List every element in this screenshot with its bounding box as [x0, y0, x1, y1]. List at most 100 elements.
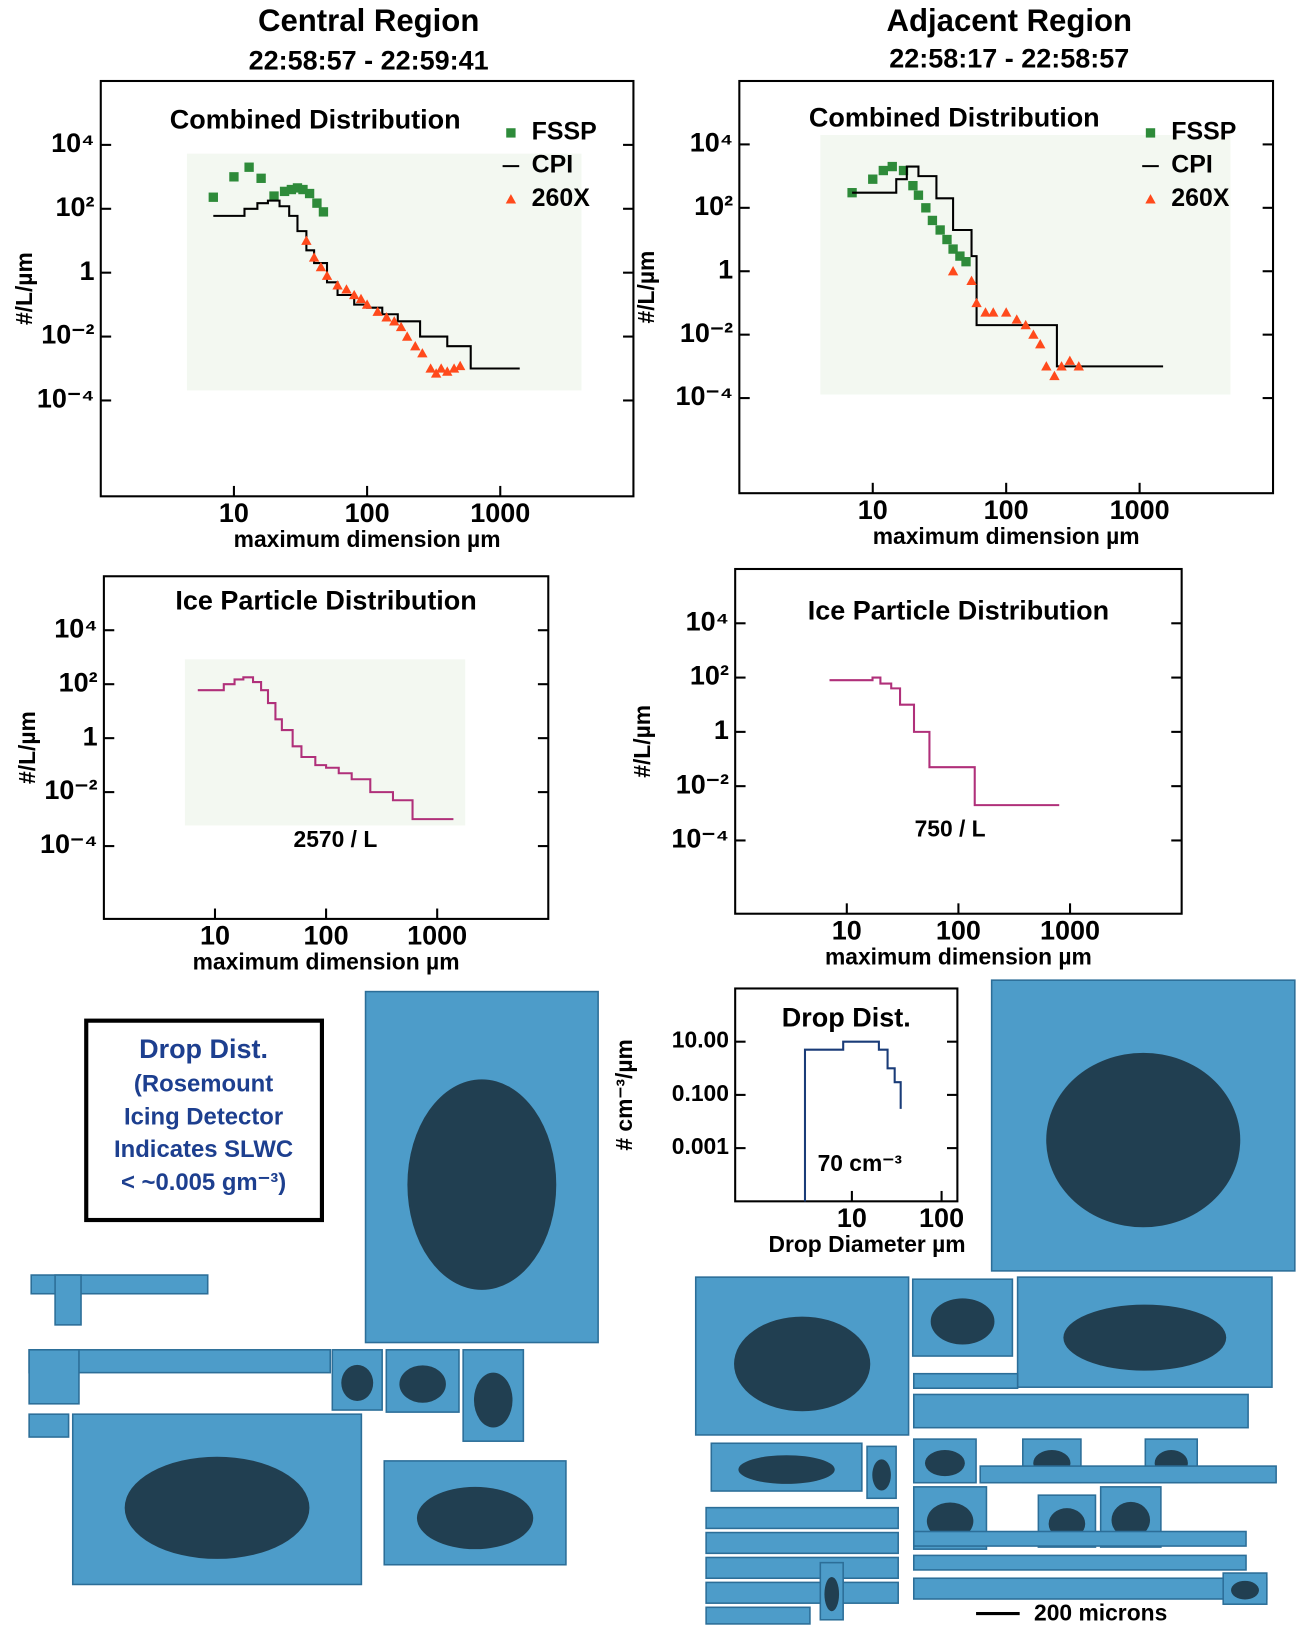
- particle: [924, 1450, 965, 1477]
- marker: [298, 184, 308, 195]
- y-axis-label: #/L/µm: [11, 252, 37, 325]
- plot-shade: [186, 153, 582, 391]
- legend-swatch: [505, 194, 517, 204]
- particle: [930, 1298, 995, 1345]
- particle: [416, 1486, 534, 1550]
- marker: [332, 280, 343, 290]
- note-line: (Rosemount: [134, 1070, 273, 1097]
- marker: [1073, 361, 1084, 371]
- particle: [124, 1456, 310, 1559]
- marker: [208, 192, 218, 202]
- y-axis-label: # cm⁻³/µm: [611, 1039, 637, 1150]
- marker: [948, 244, 958, 254]
- y-tick-label: 1: [83, 721, 98, 751]
- marker: [430, 368, 442, 378]
- marker: [355, 293, 367, 304]
- y-tick-label: 0.100: [672, 1080, 729, 1106]
- x-tick-label: 100: [304, 921, 349, 951]
- marker: [1056, 361, 1067, 371]
- note-line: < ~0.005 gm⁻³): [121, 1169, 286, 1196]
- y-tick-label: 10⁻²: [680, 318, 733, 348]
- marker: [304, 188, 315, 199]
- particle-image: [54, 1274, 82, 1326]
- marker: [868, 174, 878, 184]
- marker: [395, 321, 407, 332]
- marker: [454, 360, 466, 371]
- particle: [1063, 1304, 1227, 1371]
- legend-label: 260X: [1171, 184, 1230, 212]
- y-tick-label: 10⁴: [54, 613, 97, 643]
- marker: [927, 215, 938, 226]
- marker: [312, 198, 322, 208]
- annotation: 70 cm⁻³: [818, 1150, 903, 1176]
- note-box: [84, 1018, 325, 1223]
- marker: [244, 162, 254, 172]
- particle: [399, 1365, 446, 1403]
- particle-image: [28, 1413, 70, 1438]
- particle: [738, 1455, 835, 1484]
- particle: [872, 1459, 891, 1491]
- particle-image: [912, 1372, 1019, 1390]
- y-tick-label: 10²: [694, 191, 733, 221]
- y-tick-label: 1: [80, 256, 95, 286]
- marker: [921, 203, 931, 213]
- x-tick-label: 10: [200, 921, 230, 951]
- x-tick-label: 100: [919, 1203, 964, 1233]
- y-tick-label: 10⁻⁴: [675, 381, 733, 411]
- x-tick-label: 1000: [407, 921, 467, 951]
- particle-image: [705, 1556, 899, 1580]
- marker: [301, 235, 312, 245]
- marker: [1011, 314, 1022, 324]
- x-tick-label: 10: [832, 916, 862, 946]
- x-tick-label: 100: [984, 495, 1029, 525]
- marker: [389, 316, 400, 326]
- marker: [908, 180, 918, 191]
- annotation: 2570 / L: [294, 826, 378, 852]
- chart-title: Drop Dist.: [782, 1003, 911, 1033]
- column-subtitle: 22:58:57 - 22:59:41: [249, 45, 489, 75]
- marker: [269, 191, 279, 201]
- marker: [435, 363, 447, 373]
- particle-image: [912, 1554, 1247, 1571]
- marker: [913, 190, 924, 200]
- y-tick-label: 10.00: [672, 1027, 729, 1053]
- marker: [292, 183, 303, 193]
- marker: [898, 165, 909, 176]
- marker: [935, 225, 945, 235]
- x-axis-label: maximum dimension µm: [193, 949, 460, 975]
- legend-label: CPI: [532, 151, 574, 179]
- particle-image: [705, 1506, 899, 1530]
- marker: [961, 257, 971, 267]
- marker: [980, 307, 991, 317]
- x-tick-label: 1000: [1110, 495, 1170, 525]
- particle: [473, 1372, 513, 1428]
- marker: [349, 289, 360, 300]
- y-tick-label: 10⁴: [51, 128, 94, 158]
- marker: [1049, 370, 1060, 381]
- particle-image: [705, 1531, 899, 1555]
- chart-title: Ice Particle Distribution: [808, 596, 1109, 626]
- marker: [971, 297, 982, 308]
- y-tick-label: 10⁻²: [41, 320, 94, 350]
- x-tick-label: 1000: [470, 498, 530, 528]
- y-tick-label: 10⁻²: [676, 769, 729, 799]
- marker: [887, 161, 897, 172]
- particle-image: [705, 1606, 811, 1625]
- particle-image: [705, 1581, 899, 1604]
- particle-image: [331, 1349, 383, 1411]
- particle: [734, 1316, 871, 1412]
- plot-shade: [820, 134, 1231, 395]
- marker: [361, 299, 373, 309]
- x-axis-label: Drop Diameter µm: [768, 1231, 965, 1257]
- x-tick-label: 10: [837, 1203, 867, 1233]
- legend-label: 260X: [532, 184, 591, 212]
- particle-image: [912, 1530, 1247, 1547]
- y-tick-label: 10⁻⁴: [40, 829, 98, 859]
- y-tick-label: 10⁻⁴: [37, 384, 95, 414]
- marker: [947, 266, 959, 276]
- y-axis-label: #/L/µm: [629, 705, 655, 778]
- y-tick-label: 10⁻⁴: [671, 824, 729, 854]
- step-line: [803, 1040, 902, 1202]
- marker: [1000, 307, 1012, 317]
